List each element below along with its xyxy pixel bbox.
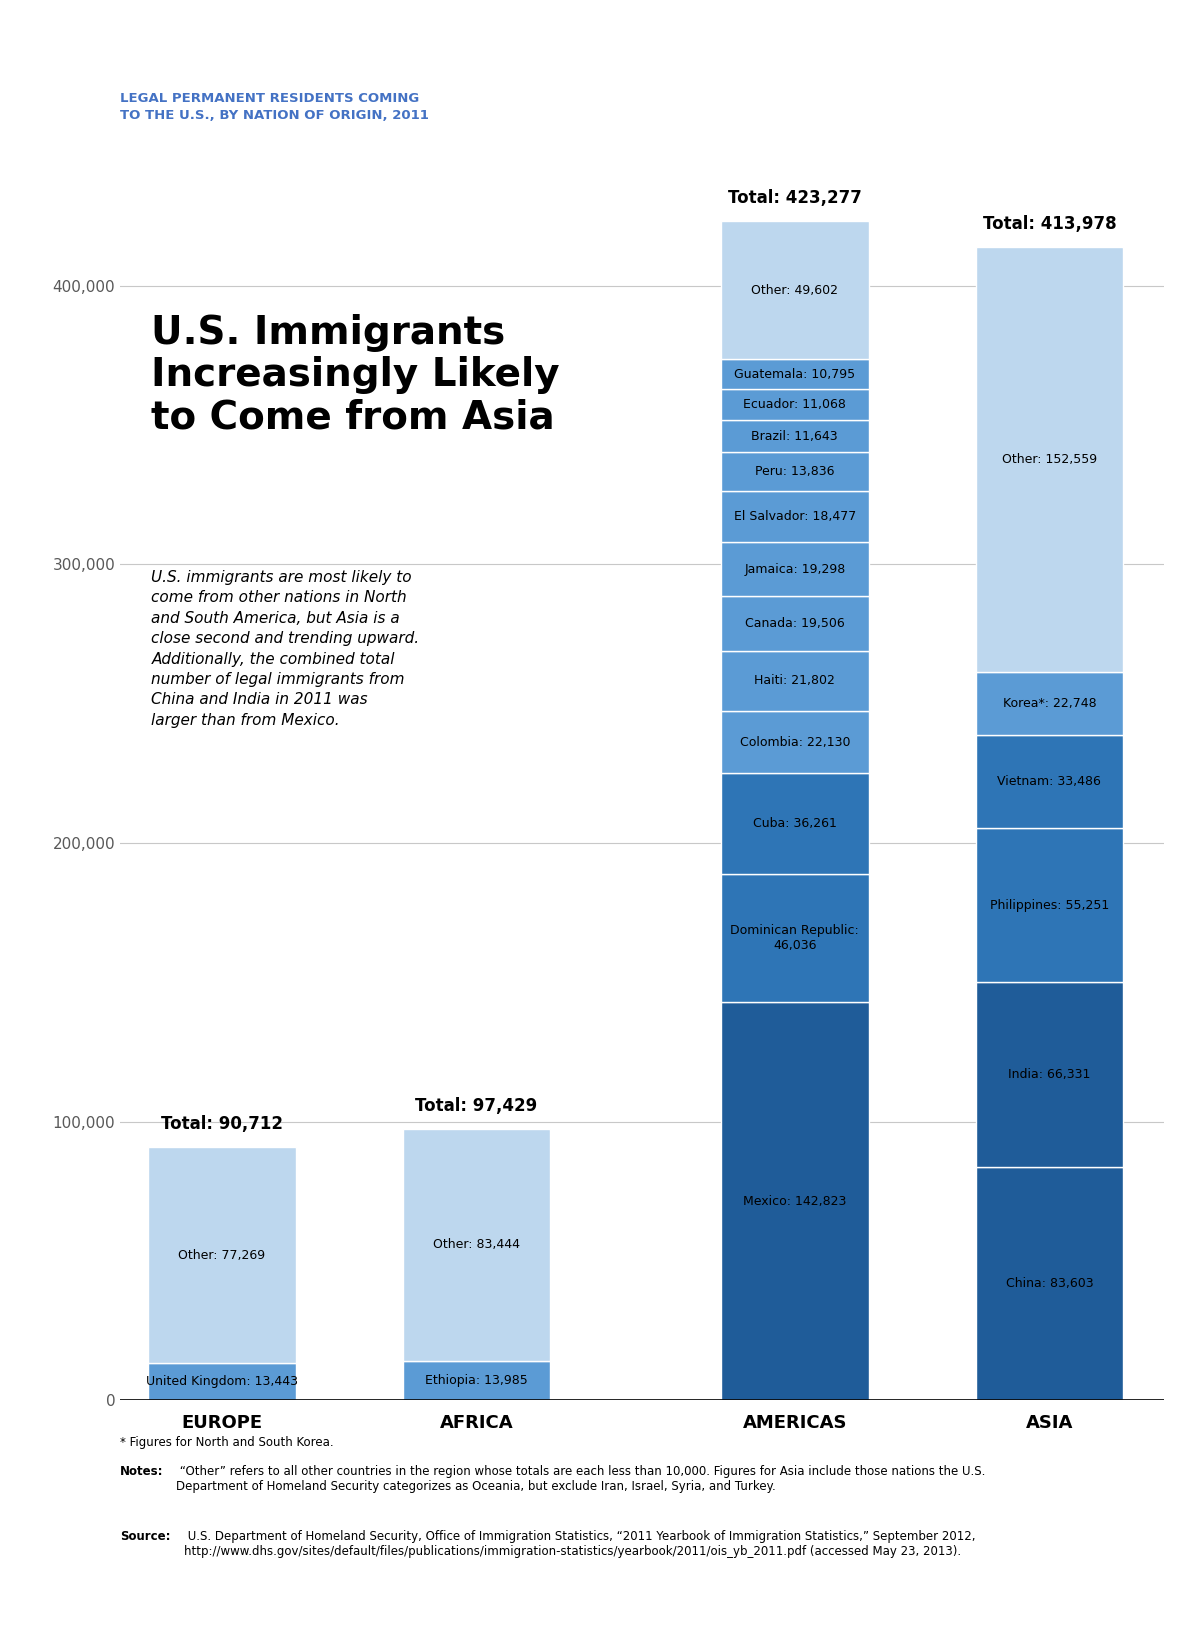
Bar — [148, 1148, 295, 1363]
Bar — [721, 453, 869, 492]
Text: Source:: Source: — [120, 1530, 170, 1543]
Bar — [976, 1167, 1123, 1400]
Bar — [721, 492, 869, 542]
Bar — [721, 773, 869, 874]
Text: Cuba: 36,261: Cuba: 36,261 — [752, 817, 836, 830]
Text: Total: 413,978: Total: 413,978 — [983, 215, 1116, 233]
Bar — [976, 247, 1123, 672]
Text: Guatemala: 10,795: Guatemala: 10,795 — [734, 368, 856, 381]
Text: Ethiopia: 13,985: Ethiopia: 13,985 — [425, 1374, 528, 1387]
Text: Philippines: 55,251: Philippines: 55,251 — [990, 899, 1109, 912]
Bar — [721, 542, 869, 596]
Bar — [403, 1361, 551, 1400]
Bar — [721, 874, 869, 1003]
Text: Other: 152,559: Other: 152,559 — [1002, 453, 1097, 466]
Text: Total: 423,277: Total: 423,277 — [728, 189, 862, 207]
Text: Ecuador: 11,068: Ecuador: 11,068 — [743, 399, 846, 412]
Bar — [403, 1128, 551, 1361]
Bar — [721, 651, 869, 711]
Text: Peru: 13,836: Peru: 13,836 — [755, 466, 834, 479]
Bar — [148, 1363, 295, 1400]
Bar — [721, 596, 869, 651]
Bar — [976, 736, 1123, 829]
Text: China: 83,603: China: 83,603 — [1006, 1276, 1093, 1289]
Text: * Figures for North and South Korea.: * Figures for North and South Korea. — [120, 1436, 334, 1449]
Bar — [721, 420, 869, 453]
Text: U.S. Immigrants
Increasingly Likely
to Come from Asia: U.S. Immigrants Increasingly Likely to C… — [151, 314, 560, 436]
Text: Mexico: 142,823: Mexico: 142,823 — [743, 1195, 846, 1208]
Text: U.S. Department of Homeland Security, Office of Immigration Statistics, “2011 Ye: U.S. Department of Homeland Security, Of… — [184, 1530, 976, 1558]
Text: Total: 97,429: Total: 97,429 — [415, 1097, 538, 1115]
Bar — [721, 360, 869, 389]
Bar — [976, 982, 1123, 1167]
Bar — [976, 829, 1123, 982]
Text: Vietnam: 33,486: Vietnam: 33,486 — [997, 775, 1102, 788]
Text: El Salvador: 18,477: El Salvador: 18,477 — [733, 510, 856, 523]
Text: Brazil: 11,643: Brazil: 11,643 — [751, 430, 838, 443]
Text: Jamaica: 19,298: Jamaica: 19,298 — [744, 563, 846, 576]
Text: India: 66,331: India: 66,331 — [1008, 1068, 1091, 1081]
Bar — [721, 711, 869, 773]
Text: Other: 83,444: Other: 83,444 — [433, 1239, 520, 1252]
Text: Other: 77,269: Other: 77,269 — [179, 1249, 265, 1262]
Text: Haiti: 21,802: Haiti: 21,802 — [755, 674, 835, 687]
Text: Colombia: 22,130: Colombia: 22,130 — [739, 736, 850, 749]
Text: U.S. immigrants are most likely to
come from other nations in North
and South Am: U.S. immigrants are most likely to come … — [151, 570, 420, 728]
Bar — [976, 672, 1123, 736]
Text: Notes:: Notes: — [120, 1465, 163, 1478]
Text: Korea*: 22,748: Korea*: 22,748 — [1003, 697, 1097, 710]
Text: Dominican Republic:
46,036: Dominican Republic: 46,036 — [731, 925, 859, 952]
Text: Total: 90,712: Total: 90,712 — [161, 1115, 283, 1133]
Text: LEGAL PERMANENT RESIDENTS COMING
TO THE U.S., BY NATION OF ORIGIN, 2011: LEGAL PERMANENT RESIDENTS COMING TO THE … — [120, 93, 428, 122]
Text: Canada: 19,506: Canada: 19,506 — [745, 617, 845, 630]
Text: “Other” refers to all other countries in the region whose totals are each less t: “Other” refers to all other countries in… — [176, 1465, 985, 1493]
Text: United Kingdom: 13,443: United Kingdom: 13,443 — [146, 1376, 298, 1387]
Text: Other: 49,602: Other: 49,602 — [751, 283, 839, 296]
Bar — [721, 1003, 869, 1400]
Bar — [721, 221, 869, 360]
Bar — [721, 389, 869, 420]
